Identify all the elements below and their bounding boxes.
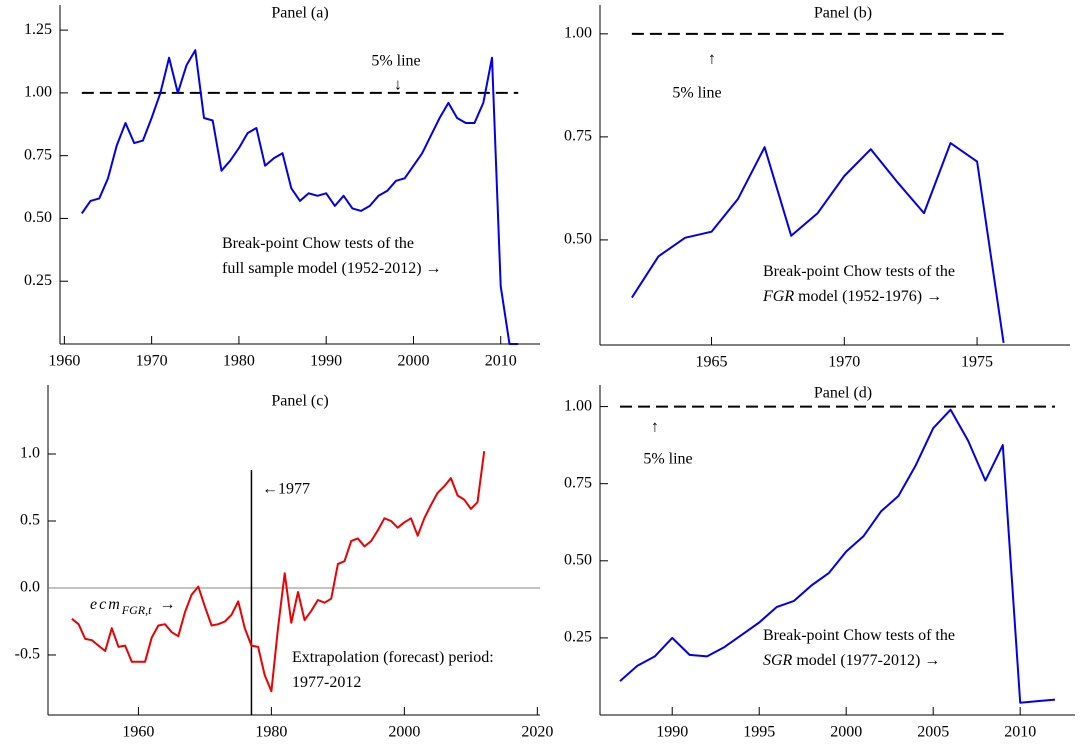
panel-title: Panel (c) [271, 393, 328, 410]
annotation: Extrapolation (forecast) period: [292, 649, 494, 666]
panel-title: Panel (b) [814, 5, 872, 22]
annotation-text: → [159, 596, 175, 613]
annotation: Break-point Chow tests of the [222, 235, 414, 252]
panel-title: Panel (d) [814, 385, 872, 402]
y-tick-label: 0.0 [20, 579, 40, 596]
y-tick-label: 0.50 [24, 209, 52, 226]
x-tick-label: 1980 [255, 724, 287, 741]
x-tick-label: 1960 [122, 724, 154, 741]
annotation: 1977-2012 [292, 674, 361, 691]
panel-title: Panel (a) [271, 5, 328, 22]
annotation-italic: SGR [763, 652, 793, 669]
x-tick-label: 2005 [917, 724, 949, 741]
annotation-italic: FGR [762, 288, 794, 305]
y-tick-label: 0.50 [564, 551, 592, 568]
x-tick-label: 1970 [828, 354, 860, 371]
x-tick-label: 2000 [388, 724, 420, 741]
x-tick-label: 1995 [743, 724, 775, 741]
panel: Panel (b) 0.50 0.75 1.00 1965 1970 1975 5% line… [564, 5, 1070, 371]
y-tick-label: 1.0 [20, 445, 40, 462]
vertical-marker-label: ←1977 [262, 481, 310, 498]
reference-label: 5% line [371, 53, 420, 70]
x-tick-label: 1970 [136, 353, 168, 370]
panel: Panel (d) 0.25 0.50 0.75 1.00 1990 1995 2000 200… [564, 385, 1075, 741]
y-tick-label: 0.75 [24, 146, 52, 163]
x-tick-label: 2000 [830, 724, 862, 741]
y-tick-label: 1.00 [24, 84, 52, 101]
annotation: SGR model (1977-2012) → [763, 652, 940, 669]
annotation: Break-point Chow tests of the [763, 263, 955, 280]
x-tick-label: 1960 [48, 353, 80, 370]
reference-label: 5% line [643, 451, 692, 468]
annotation-text: Break-point Chow tests of the [222, 235, 414, 252]
data-line [80, 49, 519, 345]
x-tick-label: 2010 [485, 353, 517, 370]
x-tick-label: 2000 [397, 353, 429, 370]
reference-arrow: ↓ [394, 77, 402, 94]
y-tick-label: 1.25 [24, 21, 52, 38]
panel: Panel (a) 0.25 0.50 0.75 1.00 1.25 1960 1970 198… [24, 5, 540, 370]
x-tick-label: 2020 [521, 724, 553, 741]
annotation: full sample model (1952-2012) → [222, 260, 442, 277]
y-tick-label: 0.5 [20, 512, 40, 529]
reference-arrow: ↑ [708, 51, 716, 68]
x-tick-label: 1980 [223, 353, 255, 370]
reference-arrow: ↑ [651, 419, 659, 436]
panel: Panel (c) -0.5 0.0 0.5 1.0 1960 1980 2000 2020 ←1… [15, 385, 553, 741]
annotation: Break-point Chow tests of the [763, 627, 955, 644]
annotation-text: 1977-2012 [292, 674, 361, 691]
y-tick-label: 0.50 [564, 231, 592, 248]
annotation: FGR model (1952-1976) → [762, 288, 942, 305]
annotation: ecmFGR,t → [90, 596, 175, 617]
x-tick-label: 1990 [656, 724, 688, 741]
y-tick-label: -0.5 [15, 646, 40, 663]
y-tick-label: 1.00 [564, 397, 592, 414]
y-tick-label: 0.75 [564, 474, 592, 491]
data-line [619, 408, 1056, 704]
annotation-italic: ecm [90, 596, 122, 613]
x-tick-label: 2010 [1004, 724, 1036, 741]
x-tick-label: 1965 [696, 354, 728, 371]
data-line [631, 142, 1005, 344]
annotation-text: Break-point Chow tests of the [763, 263, 955, 280]
y-tick-label: 1.00 [564, 25, 592, 42]
x-tick-label: 1990 [310, 353, 342, 370]
data-line [71, 451, 486, 693]
annotation-text: full sample model (1952-2012) → [222, 260, 442, 277]
annotation-text: Break-point Chow tests of the [763, 627, 955, 644]
x-tick-label: 1975 [961, 354, 993, 371]
annotation-subscript: FGR,t [121, 603, 152, 617]
annotation-text: model (1977-2012) → [796, 652, 940, 669]
y-tick-label: 0.75 [564, 128, 592, 145]
reference-label: 5% line [672, 85, 721, 102]
annotation-text: model (1952-1976) → [798, 288, 942, 305]
y-tick-label: 0.25 [564, 629, 592, 646]
y-tick-label: 0.25 [24, 272, 52, 289]
annotation-text: Extrapolation (forecast) period: [292, 649, 494, 666]
